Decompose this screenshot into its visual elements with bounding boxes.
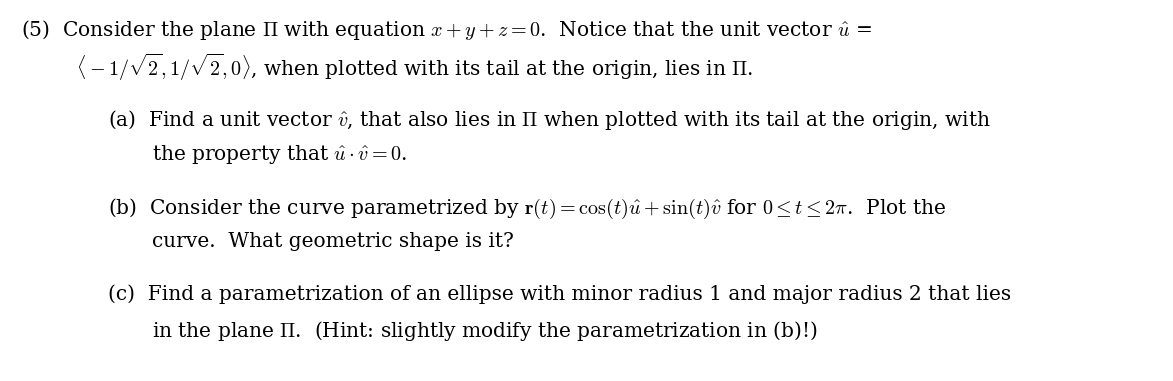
Text: (b)  Consider the curve parametrized by $\mathbf{r}(t) = \cos(t)\hat{u} + \sin(t: (b) Consider the curve parametrized by $… [108,197,945,221]
Text: (a)  Find a unit vector $\hat{v}$, that also lies in $\Pi$ when plotted with its: (a) Find a unit vector $\hat{v}$, that a… [108,108,990,132]
Text: $\langle -1/\sqrt{2}, 1/\sqrt{2}, 0\rangle$, when plotted with its tail at the o: $\langle -1/\sqrt{2}, 1/\sqrt{2}, 0\rang… [76,52,753,83]
Text: (c)  Find a parametrization of an ellipse with minor radius 1 and major radius 2: (c) Find a parametrization of an ellipse… [108,284,1011,304]
Text: curve.  What geometric shape is it?: curve. What geometric shape is it? [152,232,515,251]
Text: the property that $\hat{u} \cdot \hat{v} = 0$.: the property that $\hat{u} \cdot \hat{v}… [152,143,407,166]
Text: in the plane $\Pi$.  (Hint: slightly modify the parametrization in (b)!): in the plane $\Pi$. (Hint: slightly modi… [152,319,818,343]
Text: (5)  Consider the plane $\Pi$ with equation $x + y + z = 0$.  Notice that the un: (5) Consider the plane $\Pi$ with equati… [21,18,872,42]
